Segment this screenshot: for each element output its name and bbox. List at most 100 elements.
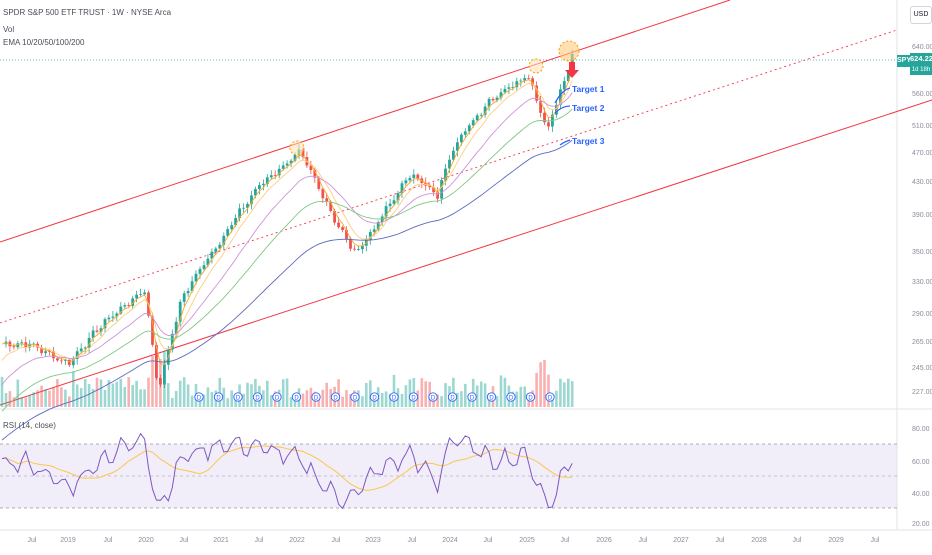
dividend-marker-glyph: D [275, 396, 280, 402]
candle-body [170, 333, 174, 350]
dividend-marker-glyph: D [372, 396, 377, 402]
volume-bar [44, 389, 47, 407]
time-axis[interactable]: Jul 2019 Jul 2020 Jul 2021 Jul 2022 Jul 2023 Jul 20… [28, 537, 880, 544]
time-tick-label: Jul [484, 537, 493, 544]
volume-bar [551, 395, 554, 407]
dividend-marker-icon[interactable] [408, 392, 419, 402]
dividend-marker-icon[interactable] [486, 392, 497, 402]
dividend-marker-icon[interactable] [233, 392, 243, 402]
candle-body [515, 81, 519, 88]
time-tick-label: Jul [716, 537, 725, 544]
dividend-marker-icon[interactable] [389, 392, 399, 402]
dividend-marker-icon[interactable] [194, 392, 204, 402]
volume-bar [392, 374, 396, 407]
dividend-marker-icon[interactable] [350, 392, 360, 402]
top-marker-current [558, 40, 580, 62]
dividend-marker-icon[interactable] [428, 392, 438, 402]
price-pane-bg [0, 0, 897, 407]
volume-bar [444, 383, 447, 407]
volume-bar [48, 390, 51, 407]
volume-bar [75, 384, 79, 407]
time-tick-label: 2028 [751, 537, 767, 544]
candle-body [436, 192, 439, 199]
dividend-marker-icon[interactable] [330, 392, 341, 402]
time-tick-label: 2025 [519, 537, 535, 544]
candle-body [499, 92, 503, 98]
volume-bar [270, 395, 273, 407]
ema-legend: EMA 10/20/50/100/200 [3, 38, 85, 47]
dividend-marker-icon[interactable] [252, 392, 263, 402]
volume-bar [107, 380, 111, 407]
time-tick-label: Jul [408, 537, 417, 544]
candle-body [285, 163, 289, 166]
volume-bar [341, 396, 344, 407]
candle-body [163, 364, 166, 385]
currency-button[interactable]: USD [910, 6, 932, 24]
dividend-marker-icon[interactable] [291, 392, 302, 402]
volume-bar [464, 383, 467, 407]
dividend-marker-glyph: D [314, 396, 319, 402]
candle-body [372, 229, 376, 232]
candle-body [95, 330, 99, 332]
candle-body [309, 165, 313, 170]
volume-bar [119, 378, 123, 407]
candle-body [404, 180, 408, 184]
time-tick-label: 2022 [289, 537, 305, 544]
candle-body [353, 248, 356, 250]
candle-body [463, 131, 467, 135]
dividend-marker-icon[interactable] [545, 392, 555, 402]
candle-body [111, 316, 115, 318]
candle-body [416, 174, 420, 179]
volume-bar [547, 374, 550, 407]
candle-body [79, 348, 83, 352]
volume-bar [103, 389, 107, 407]
candle-body [313, 170, 317, 178]
time-tick-label: 2029 [828, 537, 844, 544]
candle-body [289, 160, 293, 164]
candle-body [28, 343, 32, 348]
candle-body [262, 183, 265, 186]
top-marker-2022 [289, 140, 305, 156]
volume-bar [182, 377, 186, 407]
dividend-marker-icon[interactable] [525, 392, 536, 402]
candle-body [60, 360, 63, 362]
volume-bar [570, 381, 574, 407]
volume-bar [155, 354, 158, 407]
candle-body [456, 142, 459, 151]
dividend-marker-icon[interactable] [213, 392, 224, 402]
volume-bar [563, 382, 566, 407]
volume-bar [139, 389, 142, 407]
candle-body [325, 198, 329, 202]
volume-bar [436, 394, 439, 407]
volume-bar [111, 383, 115, 407]
dividend-marker-icon[interactable] [369, 392, 380, 402]
dividend-marker-icon[interactable] [311, 392, 321, 402]
candle-body [230, 225, 234, 230]
chart-title: SPDR S&P 500 ETF TRUST · 1W · NYSE Arca [3, 8, 172, 17]
volume-bar [329, 389, 332, 407]
candle-body [139, 294, 142, 295]
volume-bar [408, 379, 412, 407]
dividend-marker-icon[interactable] [506, 392, 516, 402]
candle-body [384, 206, 388, 217]
price-tick-label: 245.00 [912, 365, 932, 372]
candle-body [471, 120, 475, 126]
ema-line [1, 92, 573, 386]
candle-body [273, 175, 277, 176]
candle-body [539, 100, 542, 113]
volume-bar [24, 397, 28, 407]
candle-body [277, 168, 281, 176]
rsi-tick-label: 80.00 [912, 426, 930, 433]
dividend-marker-icon[interactable] [447, 392, 458, 402]
price-axis[interactable]: 640.00 560.00 510.00 470.00 430.00 390.00 350.… [912, 44, 932, 396]
candle-body [20, 342, 24, 344]
volume-bar [0, 376, 4, 407]
rsi-axis[interactable]: 80.00 60.00 40.00 20.00 [912, 426, 930, 528]
candle-body [467, 125, 471, 132]
dividend-marker-icon[interactable] [467, 392, 477, 402]
volume-bar [246, 382, 249, 407]
candle-body [258, 185, 261, 189]
dividend-marker-icon[interactable] [272, 392, 282, 402]
